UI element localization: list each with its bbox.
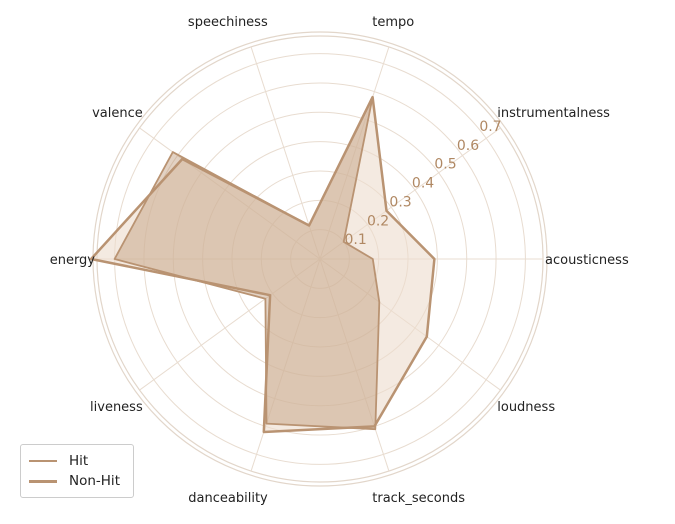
legend-item-non-hit: Non-Hit — [29, 472, 120, 490]
category-label-loudness: loudness — [497, 400, 555, 415]
legend-swatch-hit — [29, 460, 57, 462]
legend-label-non-hit: Non-Hit — [69, 473, 120, 489]
radial-tick-label: 0.5 — [434, 157, 456, 173]
category-label-valence: valence — [92, 106, 143, 121]
series-layer — [89, 95, 436, 434]
legend: Hit Non-Hit — [20, 444, 134, 498]
legend-swatch-non-hit — [29, 479, 57, 483]
radial-tick-label: 0.4 — [412, 176, 434, 192]
legend-item-hit: Hit — [29, 452, 88, 470]
series-area-hit — [113, 96, 381, 431]
radial-tick-label: 0.1 — [344, 232, 366, 248]
radial-tick-label: 0.6 — [457, 138, 479, 154]
series-area-non-hit — [89, 95, 436, 434]
category-label-danceability: danceability — [188, 491, 268, 506]
category-labels: acousticness instrumentalness tempo speechi… — [50, 15, 629, 506]
radial-tick-label: 0.7 — [479, 119, 501, 135]
category-label-energy: energy — [50, 253, 96, 268]
legend-label-hit: Hit — [69, 453, 89, 469]
radial-tick-label: 0.2 — [367, 213, 389, 229]
category-label-track-seconds: track_seconds — [372, 491, 465, 506]
grid-spoke — [250, 46, 321, 260]
category-label-speechiness: speechiness — [188, 15, 268, 30]
category-label-tempo: tempo — [372, 15, 414, 30]
radial-tick-label: 0.3 — [389, 194, 411, 210]
category-label-instrumentalness: instrumentalness — [497, 106, 610, 121]
category-label-acousticness: acousticness — [545, 253, 629, 268]
category-label-liveness: liveness — [90, 400, 143, 415]
radial-tick-labels: 0.10.20.30.40.50.60.7 — [344, 119, 501, 248]
